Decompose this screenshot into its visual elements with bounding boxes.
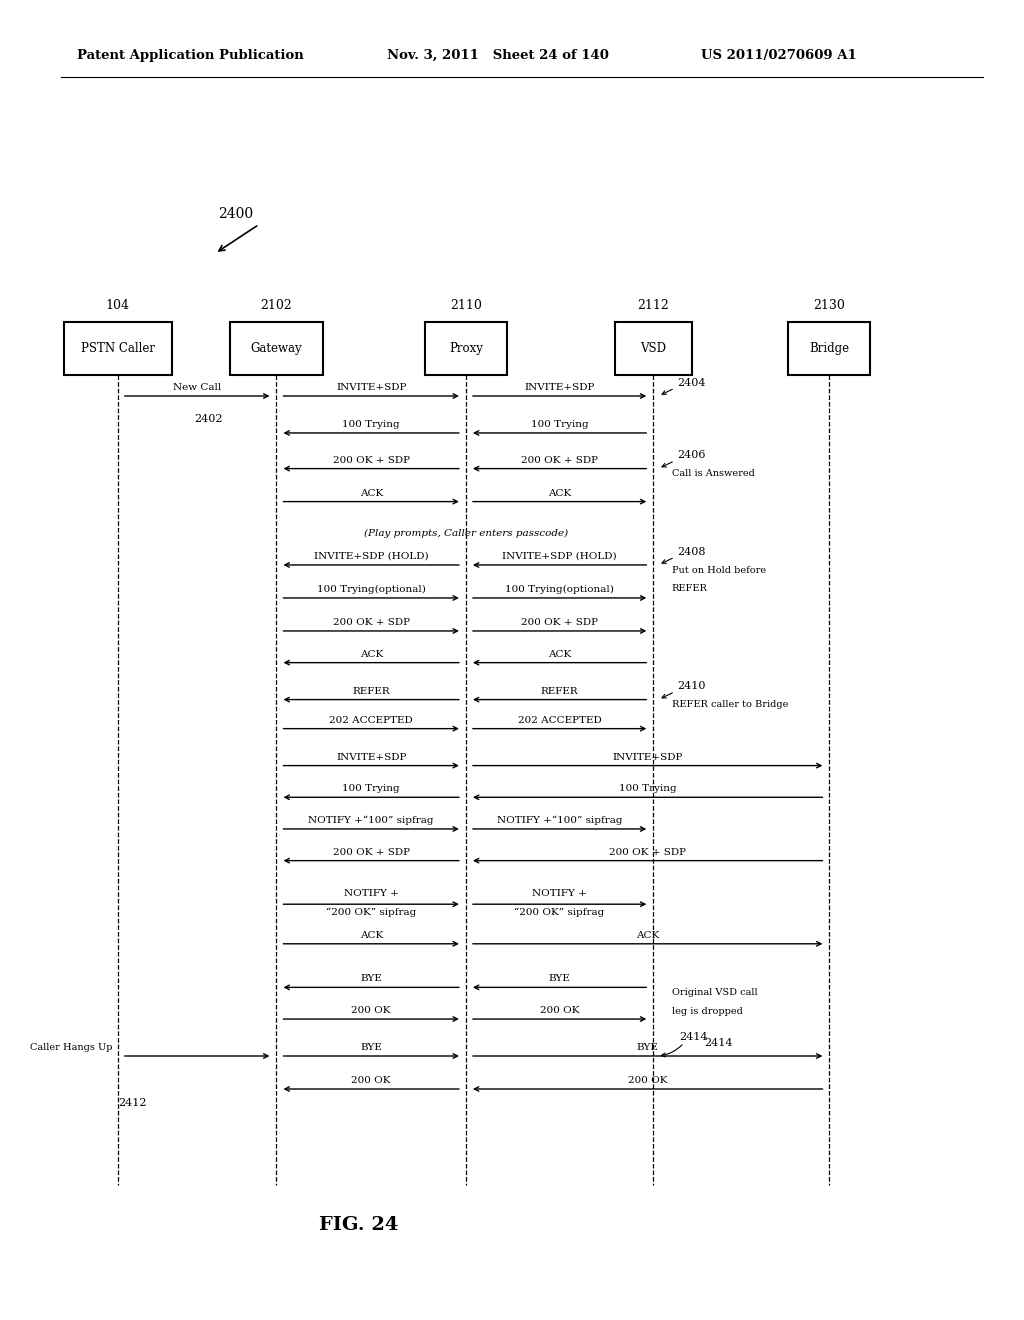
Text: 200 OK + SDP: 200 OK + SDP [333,847,410,857]
Text: Original VSD call: Original VSD call [672,989,758,997]
Text: 200 OK: 200 OK [540,1006,580,1015]
Text: INVITE+SDP (HOLD): INVITE+SDP (HOLD) [503,552,616,561]
Text: NOTIFY +“100” sipfrag: NOTIFY +“100” sipfrag [497,816,623,825]
Text: BYE: BYE [360,1043,382,1052]
Text: 2110: 2110 [450,298,482,312]
Text: NOTIFY +: NOTIFY + [344,888,398,898]
Text: Put on Hold before: Put on Hold before [672,566,766,574]
Text: 104: 104 [105,298,130,312]
Text: 100 Trying(optional): 100 Trying(optional) [316,585,426,594]
Bar [425,322,507,375]
Text: ACK: ACK [636,931,659,940]
Text: 200 OK + SDP: 200 OK + SDP [609,847,686,857]
Text: 200 OK: 200 OK [351,1076,391,1085]
Text: 2130: 2130 [813,298,846,312]
Text: ACK: ACK [359,649,383,659]
Text: 100 Trying: 100 Trying [342,420,400,429]
Text: 100 Trying(optional): 100 Trying(optional) [505,585,614,594]
Text: 200 OK + SDP: 200 OK + SDP [333,455,410,465]
Text: REFER caller to Bridge: REFER caller to Bridge [672,701,788,709]
Text: Bridge: Bridge [809,342,850,355]
Text: 202 ACCEPTED: 202 ACCEPTED [330,715,413,725]
Text: ACK: ACK [359,488,383,498]
Text: Patent Application Publication: Patent Application Publication [77,49,303,62]
Text: (Play prompts, Caller enters passcode): (Play prompts, Caller enters passcode) [364,529,568,537]
Text: NOTIFY +: NOTIFY + [532,888,587,898]
Text: ACK: ACK [359,931,383,940]
Text: ACK: ACK [548,649,571,659]
Text: 2410: 2410 [677,681,706,692]
Text: 100 Trying: 100 Trying [530,420,589,429]
Text: 200 OK + SDP: 200 OK + SDP [521,618,598,627]
Bar [230,322,323,375]
Text: Gateway: Gateway [251,342,302,355]
Text: 2406: 2406 [677,450,706,461]
Bar [614,322,692,375]
Text: INVITE+SDP: INVITE+SDP [336,752,407,762]
Text: 2414: 2414 [679,1032,708,1043]
Text: INVITE+SDP (HOLD): INVITE+SDP (HOLD) [314,552,428,561]
Text: INVITE+SDP: INVITE+SDP [336,383,407,392]
Text: 2112: 2112 [637,298,670,312]
Text: ACK: ACK [548,488,571,498]
Text: 2400: 2400 [218,207,253,220]
Text: VSD: VSD [640,342,667,355]
Text: 100 Trying: 100 Trying [618,784,677,793]
Text: 2402: 2402 [195,414,223,425]
Text: BYE: BYE [360,974,382,983]
Bar [788,322,870,375]
Text: 2408: 2408 [677,546,706,557]
Text: BYE: BYE [637,1043,658,1052]
Text: 2414: 2414 [705,1038,733,1048]
Text: US 2011/0270609 A1: US 2011/0270609 A1 [701,49,857,62]
Text: Nov. 3, 2011   Sheet 24 of 140: Nov. 3, 2011 Sheet 24 of 140 [387,49,609,62]
Text: leg is dropped: leg is dropped [672,1007,742,1015]
Bar [63,322,171,375]
Text: NOTIFY +“100” sipfrag: NOTIFY +“100” sipfrag [308,816,434,825]
Text: Call is Answered: Call is Answered [672,470,755,478]
Text: PSTN Caller: PSTN Caller [81,342,155,355]
Text: 200 OK + SDP: 200 OK + SDP [333,618,410,627]
Text: Proxy: Proxy [449,342,483,355]
Text: 200 OK: 200 OK [351,1006,391,1015]
Text: REFER: REFER [352,686,390,696]
Text: 2412: 2412 [118,1098,146,1109]
Text: 100 Trying: 100 Trying [342,784,400,793]
Text: Caller Hangs Up: Caller Hangs Up [30,1043,113,1052]
Text: “200 OK” sipfrag: “200 OK” sipfrag [326,908,417,917]
Text: 202 ACCEPTED: 202 ACCEPTED [518,715,601,725]
Text: 2404: 2404 [677,378,706,388]
Text: INVITE+SDP: INVITE+SDP [612,752,683,762]
Text: 200 OK + SDP: 200 OK + SDP [521,455,598,465]
Text: FIG. 24: FIG. 24 [318,1216,398,1234]
Text: “200 OK” sipfrag: “200 OK” sipfrag [514,908,605,917]
Text: New Call: New Call [173,383,221,392]
Text: REFER: REFER [672,585,708,593]
Text: 2102: 2102 [260,298,293,312]
Text: INVITE+SDP: INVITE+SDP [524,383,595,392]
Text: 200 OK: 200 OK [628,1076,668,1085]
Text: REFER: REFER [541,686,579,696]
Text: BYE: BYE [549,974,570,983]
